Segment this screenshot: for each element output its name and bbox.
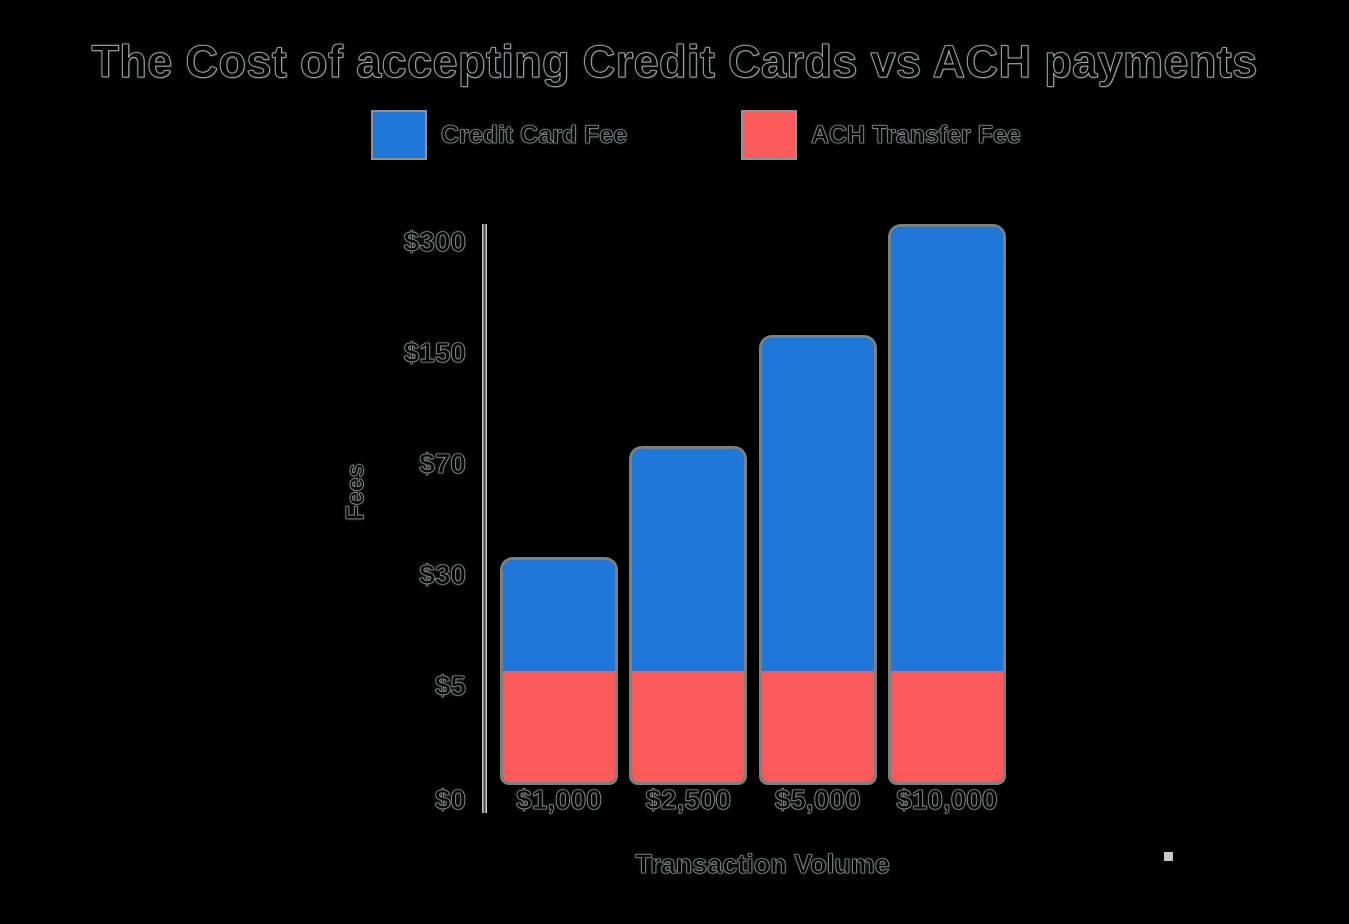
credit-card-fee-segment (503, 560, 615, 671)
stray-pixel-artifact (1164, 852, 1173, 861)
ach-transfer-fee-segment (503, 671, 615, 782)
y-tick-label: $70 (419, 448, 466, 480)
credit-card-fee-swatch-icon (373, 112, 425, 158)
legend-item-credit-card-fee: Credit Card Fee (373, 112, 627, 158)
legend-label-ach-transfer-fee: ACH Transfer Fee (811, 121, 1021, 150)
y-tick-label: $150 (403, 337, 466, 369)
y-axis-tick-labels: $0 $5 $30 $70 $150 $300 (340, 0, 466, 924)
y-axis-title: Fees (341, 463, 370, 521)
credit-card-fee-segment (761, 338, 874, 671)
y-tick-label: $0 (434, 784, 467, 816)
y-axis-line (482, 224, 487, 813)
stacked-bar-1000 (503, 560, 615, 782)
x-axis-title: Transaction Volume (635, 849, 890, 880)
x-tick-label: $10,000 (896, 784, 998, 816)
y-tick-label: $300 (403, 226, 466, 258)
stacked-bar-5000 (761, 338, 874, 782)
credit-card-fee-segment (632, 449, 745, 671)
x-tick-label: $2,500 (645, 784, 732, 816)
ach-transfer-fee-swatch-icon (743, 112, 795, 158)
page-title: The Cost of accepting Credit Cards vs AC… (91, 36, 1258, 88)
x-tick-label: $1,000 (516, 784, 602, 816)
stacked-bar-10000 (890, 227, 1003, 782)
stacked-bar-2500 (632, 449, 745, 782)
credit-card-fee-segment (890, 227, 1003, 671)
legend-label-credit-card-fee: Credit Card Fee (441, 121, 628, 150)
y-tick-label: $5 (434, 670, 467, 702)
legend-item-ach-transfer-fee: ACH Transfer Fee (743, 112, 1021, 158)
ach-transfer-fee-segment (761, 671, 874, 782)
x-tick-label: $5,000 (774, 784, 861, 816)
y-tick-label: $30 (419, 559, 466, 591)
ach-transfer-fee-segment (632, 671, 745, 782)
ach-transfer-fee-segment (890, 671, 1003, 782)
